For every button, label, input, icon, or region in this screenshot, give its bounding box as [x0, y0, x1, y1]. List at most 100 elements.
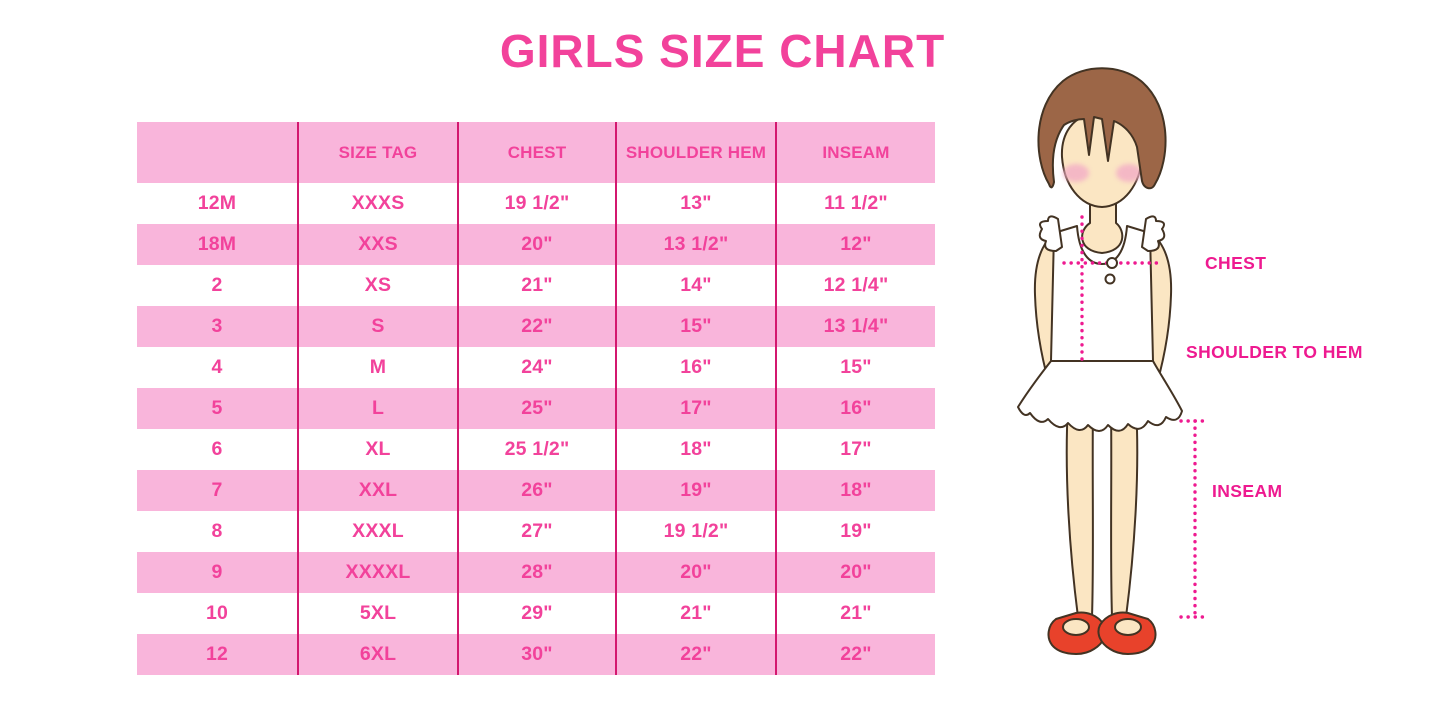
column-header: INSEAM [776, 122, 935, 183]
size-cell: 15" [616, 306, 777, 347]
size-cell: 13 1/2" [616, 224, 777, 265]
size-cell: 12M [137, 183, 299, 224]
size-cell: 25" [458, 388, 617, 429]
girl-top-button-2 [1104, 273, 1116, 285]
size-cell: 21" [840, 602, 872, 624]
size-cell: 18M [137, 224, 299, 265]
size-row: 18M XXS 20" 13 1/2" 12" [137, 224, 935, 265]
girl-left-ruffle [1038, 215, 1063, 252]
girl-top-button-1 [1106, 257, 1118, 269]
size-cell: 22" [616, 634, 777, 675]
size-cell: 12 1/4" [823, 274, 889, 296]
size-cell: 18" [776, 470, 935, 511]
girl-hair [1037, 67, 1167, 190]
girl-neck [1081, 196, 1124, 254]
size-row: 12M XXXS 19 1/2" 13" 11 1/2" [137, 183, 935, 224]
size-cell: 5 [137, 388, 299, 429]
size-cell: 4 [137, 347, 299, 388]
size-row: 12 6XL 30" 22" 22" [137, 634, 935, 675]
size-cell: 3 [137, 306, 299, 347]
size-cell: 18" [616, 429, 777, 470]
size-cell: 12 [137, 634, 299, 675]
size-cell: 28" [458, 552, 617, 593]
girl-right-foot [1114, 618, 1142, 636]
size-cell: XL [298, 429, 459, 470]
size-cell: 22" [458, 306, 617, 347]
size-cell: XS [298, 265, 459, 306]
size-cell: 5XL [298, 593, 459, 634]
size-cell: 25 1/2" [458, 429, 617, 470]
size-row: 2 XS 21" 14" 12 1/4" [137, 265, 935, 306]
girl-skirt [1017, 360, 1183, 432]
size-cell: 11 1/2" [824, 192, 888, 214]
size-row: 9 XXXXL 28" 20" 20" [137, 552, 935, 593]
size-cell: XXL [298, 470, 459, 511]
column-header: CHEST [458, 122, 617, 183]
size-cell: 29" [458, 593, 617, 634]
girl-left-cheek [1063, 164, 1089, 182]
size-cell: 9 [137, 552, 299, 593]
size-row: 4 M 24" 16" 15" [137, 347, 935, 388]
size-cell: M [298, 347, 459, 388]
size-cell: 20" [458, 224, 617, 265]
size-cell: 13" [616, 183, 777, 224]
size-cell: 20" [616, 552, 777, 593]
size-cell: 22" [776, 634, 935, 675]
size-cell: 21" [616, 593, 777, 634]
size-cell: 12" [776, 224, 935, 265]
size-cell: 10 [137, 593, 299, 634]
girl-right-cheek [1116, 164, 1142, 182]
size-cell: 13 1/4" [776, 306, 935, 347]
size-cell: 19" [616, 470, 777, 511]
shoulder-to-hem-label: SHOULDER TO HEM [1186, 342, 1363, 362]
size-cell: 16" [776, 388, 935, 429]
size-row: 7 XXL 26" 19" 18" [137, 470, 935, 511]
size-cell: 19" [840, 520, 872, 542]
size-table-grid: SIZE TAG CHEST SHOULDER HEM INSEAM 12M XXXS 1… [137, 122, 935, 675]
girl-right-ruffle [1141, 215, 1166, 252]
inseam-label: INSEAM [1212, 481, 1282, 501]
size-cell: 17" [616, 388, 777, 429]
size-cell: 17" [840, 438, 872, 460]
size-cell: 7 [137, 470, 299, 511]
size-cell: 19 1/2" [458, 183, 617, 224]
size-cell: S [298, 306, 459, 347]
size-table: SIZE TAG CHEST SHOULDER HEM INSEAM 12M XXXS 1… [137, 122, 935, 675]
size-cell: 19 1/2" [616, 511, 777, 552]
page-title: GIRLS SIZE CHART [499, 25, 946, 77]
size-cell: 21" [458, 265, 617, 306]
girl-left-foot [1062, 618, 1090, 636]
girl-right-leg [1110, 404, 1139, 618]
size-cell: 15" [840, 356, 872, 378]
size-cell: 30" [458, 634, 617, 675]
column-header: SHOULDER HEM [616, 122, 777, 183]
girl-illustration: CHEST SHOULDER TO HEM INSEAM [1017, 67, 1363, 655]
size-cell: XXXL [298, 511, 459, 552]
size-cell: 20" [776, 552, 935, 593]
chest-label: CHEST [1205, 253, 1266, 273]
column-header: SIZE TAG [298, 122, 459, 183]
size-cell: 6XL [298, 634, 459, 675]
size-cell: 26" [458, 470, 617, 511]
girl-top [1050, 225, 1154, 362]
size-cell: XXXXL [298, 552, 459, 593]
size-cell: L [298, 388, 459, 429]
girl-left-leg [1065, 404, 1094, 618]
size-row: 5 L 25" 17" 16" [137, 388, 935, 429]
header-row: SIZE TAG CHEST SHOULDER HEM INSEAM [137, 122, 935, 183]
size-row: 10 5XL 29" 21" 21" [137, 593, 935, 634]
measurement-figure: CHEST SHOULDER TO HEM INSEAM [990, 55, 1420, 695]
size-cell: 27" [458, 511, 617, 552]
size-cell: XXS [298, 224, 459, 265]
size-row: 3 S 22" 15" 13 1/4" [137, 306, 935, 347]
size-cell: 8 [137, 511, 299, 552]
size-cell: 16" [616, 347, 777, 388]
size-cell: 6 [137, 429, 299, 470]
size-row: 6 XL 25 1/2" 18" 17" [137, 429, 935, 470]
size-cell: XXXS [298, 183, 459, 224]
size-cell: 2 [137, 265, 299, 306]
column-header [137, 122, 299, 183]
size-row: 8 XXXL 27" 19 1/2" 19" [137, 511, 935, 552]
size-cell: 14" [616, 265, 777, 306]
